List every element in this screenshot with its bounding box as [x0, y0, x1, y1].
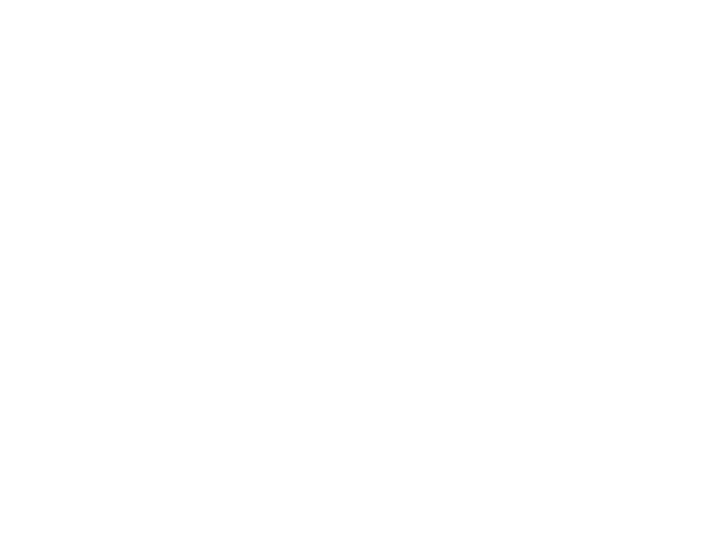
- Text: int sum = 0;              // this program: int sum = 0; // this program: [145, 226, 612, 245]
- Text: •: •: [121, 165, 135, 189]
- Text: Calculate the sum of the integer numbers between 1 and 10: Calculate the sum of the integer numbers…: [141, 167, 720, 187]
- Text: int i = 1;               // calculates the sum of: int i = 1; // calculates the sum of: [145, 283, 699, 301]
- Text: piece: piece: [145, 254, 199, 273]
- Text: {                        // including 1 and 10: { // including 1 and 10: [145, 339, 667, 358]
- Text: while (i <= 10)          // integers between and: while (i <= 10) // integers between and: [145, 310, 688, 329]
- Text: }: }: [145, 424, 177, 442]
- FancyBboxPatch shape: [130, 207, 624, 451]
- Text: i = i + 1;: i = i + 1;: [145, 396, 319, 414]
- Text: sum = sum + i;: sum = sum + i;: [145, 368, 362, 386]
- Text: Example: Example: [129, 85, 322, 129]
